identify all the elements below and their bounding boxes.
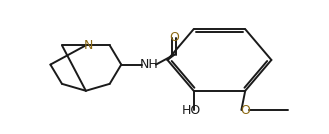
Text: HO: HO: [182, 104, 201, 117]
Text: NH: NH: [139, 58, 158, 71]
Text: O: O: [240, 104, 250, 117]
Text: N: N: [84, 39, 93, 52]
Text: O: O: [169, 31, 179, 44]
